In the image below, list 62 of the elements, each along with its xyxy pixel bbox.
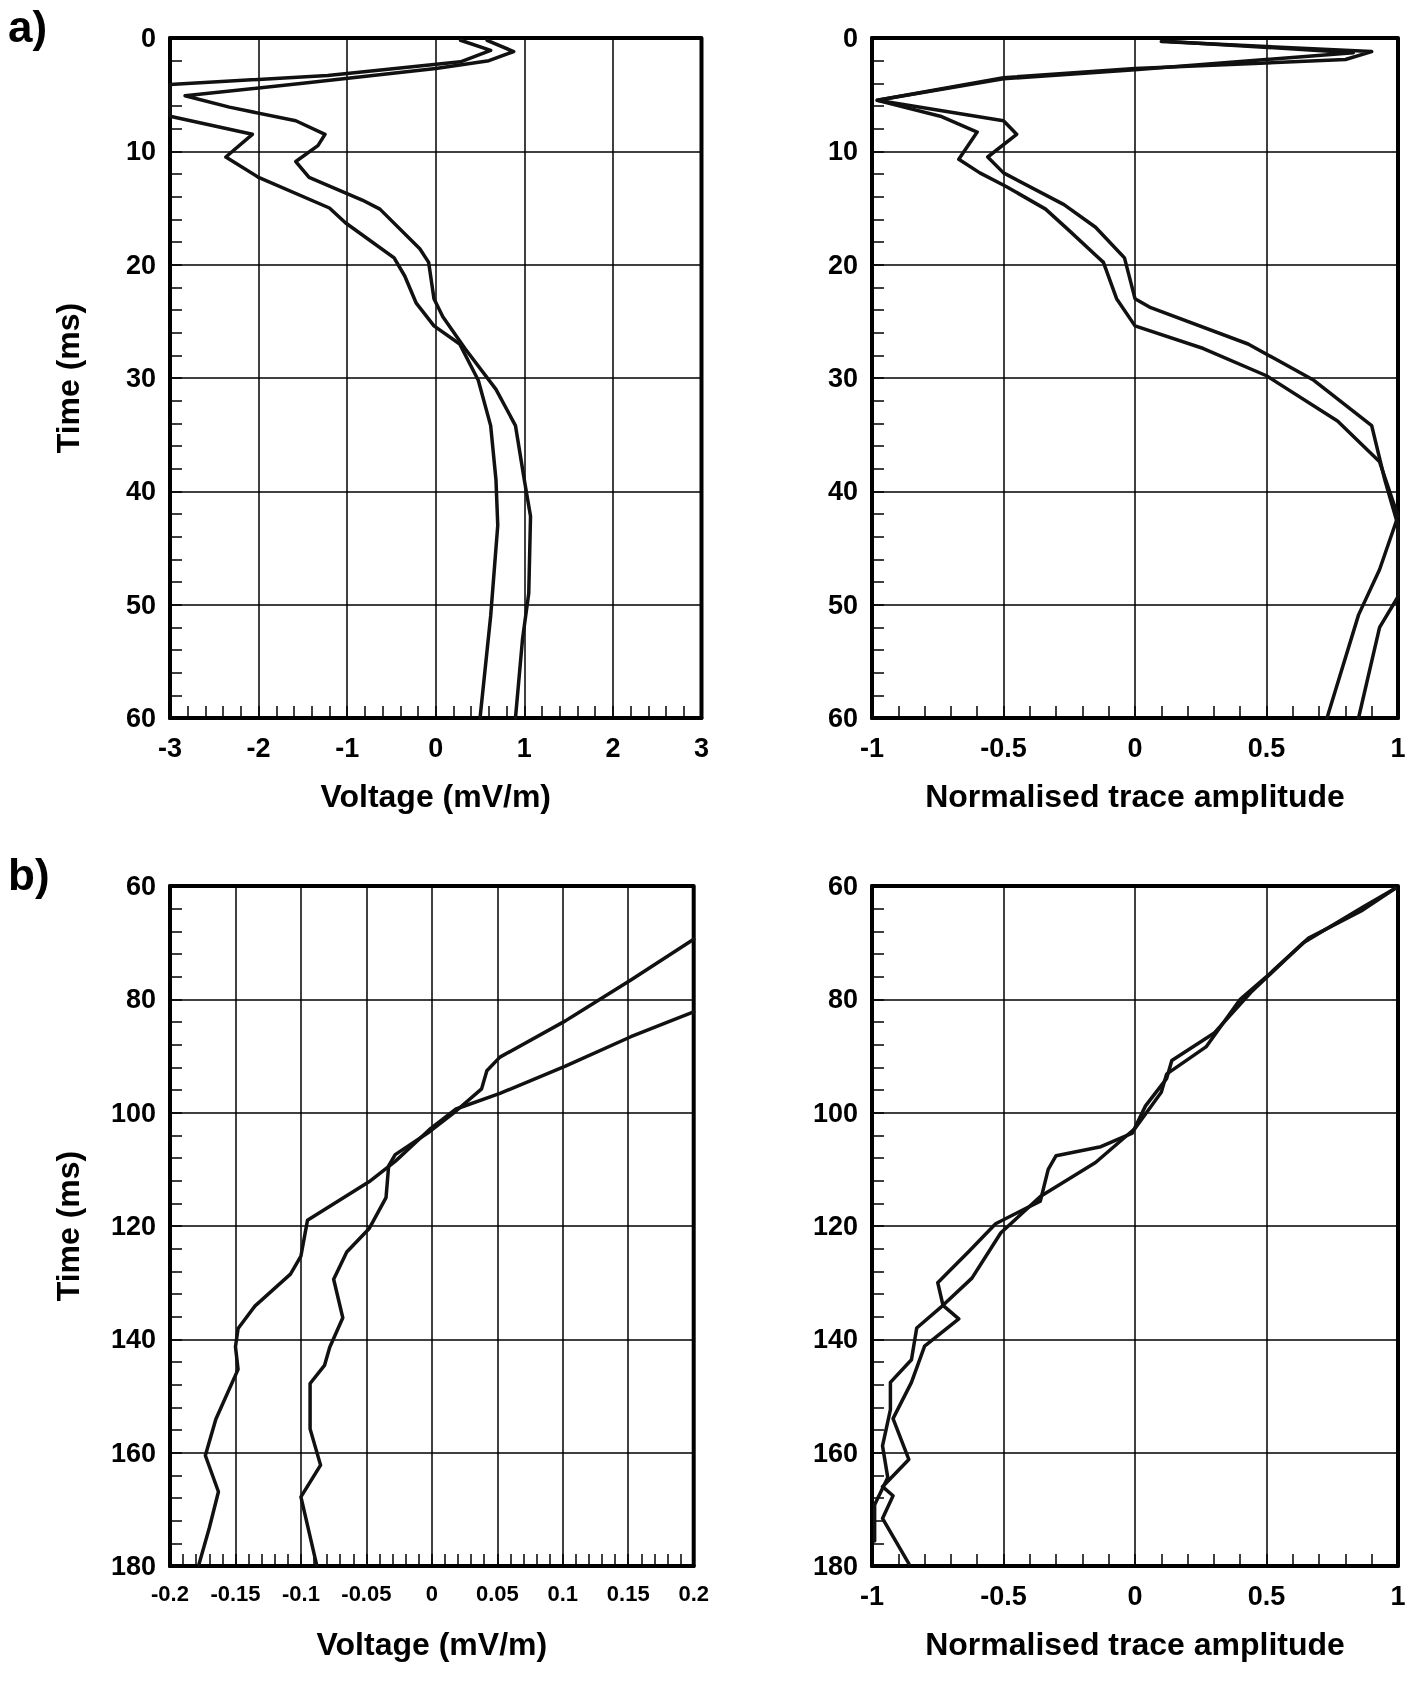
- x-tick-label: 1: [1390, 1580, 1406, 1611]
- y-tick-label: 50: [827, 589, 858, 620]
- x-tick-label: 0: [1127, 732, 1143, 763]
- y-tick-label: 20: [827, 249, 858, 280]
- x-tick-label: 0.15: [606, 1580, 650, 1606]
- y-tick-label: 160: [110, 1437, 156, 1468]
- y-tick-label: 60: [827, 703, 858, 733]
- text: a): [8, 1, 48, 51]
- y-tick-label: 30: [125, 363, 156, 393]
- y-tick-label: 50: [125, 589, 156, 620]
- x-tick-label: 0.05: [475, 1580, 519, 1606]
- x-tick-label: -0.2: [151, 1580, 189, 1606]
- x-axis-title: Normalised trace amplitude: [925, 1626, 1345, 1662]
- y-tick-label: 180: [110, 1551, 156, 1581]
- x-tick-label: 0: [1127, 1580, 1143, 1611]
- x-tick-label: 0.5: [1247, 732, 1286, 763]
- x-tick-label: 0: [428, 732, 444, 763]
- y-tick-label: 40: [125, 476, 156, 507]
- x-tick-label: 0.2: [678, 1580, 710, 1606]
- y-tick-label: 100: [812, 1097, 858, 1128]
- y-tick-label: 140: [110, 1324, 156, 1355]
- x-tick-label: -3: [157, 732, 183, 763]
- x-tick-label: 0.5: [1247, 1580, 1286, 1611]
- y-axis-title: Time (ms): [50, 302, 86, 454]
- x-tick-label: -0.1: [281, 1580, 320, 1606]
- y-tick-label: 10: [125, 136, 156, 167]
- y-tick-label: 60: [125, 703, 156, 733]
- x-tick-label: 0.1: [547, 1580, 579, 1606]
- x-tick-label: 0: [425, 1580, 438, 1606]
- x-tick-label: 1: [516, 732, 532, 763]
- y-tick-label: 60: [125, 871, 156, 901]
- x-tick-label: -0.15: [210, 1580, 261, 1606]
- y-tick-label: 40: [827, 476, 858, 507]
- x-tick-label: -2: [246, 732, 271, 763]
- y-tick-label: 160: [812, 1437, 858, 1468]
- y-tick-label: 30: [827, 363, 858, 393]
- y-tick-label: 180: [812, 1551, 858, 1581]
- x-tick-label: -0.5: [980, 732, 1027, 763]
- x-axis-title: Normalised trace amplitude: [925, 778, 1345, 814]
- y-tick-label: 120: [110, 1211, 156, 1241]
- y-axis-title: Time (ms): [50, 1150, 86, 1302]
- y-tick-label: 60: [827, 871, 858, 901]
- y-tick-label: 10: [827, 136, 858, 167]
- x-tick-label: 3: [693, 732, 710, 763]
- x-tick-label: -1: [859, 1580, 885, 1611]
- y-tick-label: 120: [812, 1211, 858, 1241]
- text: b): [8, 849, 50, 899]
- x-tick-label: -0.5: [980, 1580, 1027, 1611]
- x-tick-label: 2: [605, 732, 621, 763]
- y-tick-label: 100: [110, 1097, 156, 1128]
- x-axis-title: Voltage (mV/m): [320, 778, 552, 814]
- x-tick-label: 1: [1390, 732, 1406, 763]
- y-tick-label: 80: [125, 984, 156, 1015]
- y-tick-label: 80: [827, 984, 858, 1015]
- y-tick-label: 140: [812, 1324, 858, 1355]
- y-tick-label: 0: [140, 23, 156, 53]
- x-tick-label: -1: [335, 732, 360, 763]
- y-tick-label: 20: [125, 249, 156, 280]
- x-tick-label: -1: [859, 732, 885, 763]
- x-tick-label: -0.05: [341, 1580, 392, 1606]
- y-tick-label: 0: [842, 23, 858, 53]
- x-axis-title: Voltage (mV/m): [316, 1626, 548, 1662]
